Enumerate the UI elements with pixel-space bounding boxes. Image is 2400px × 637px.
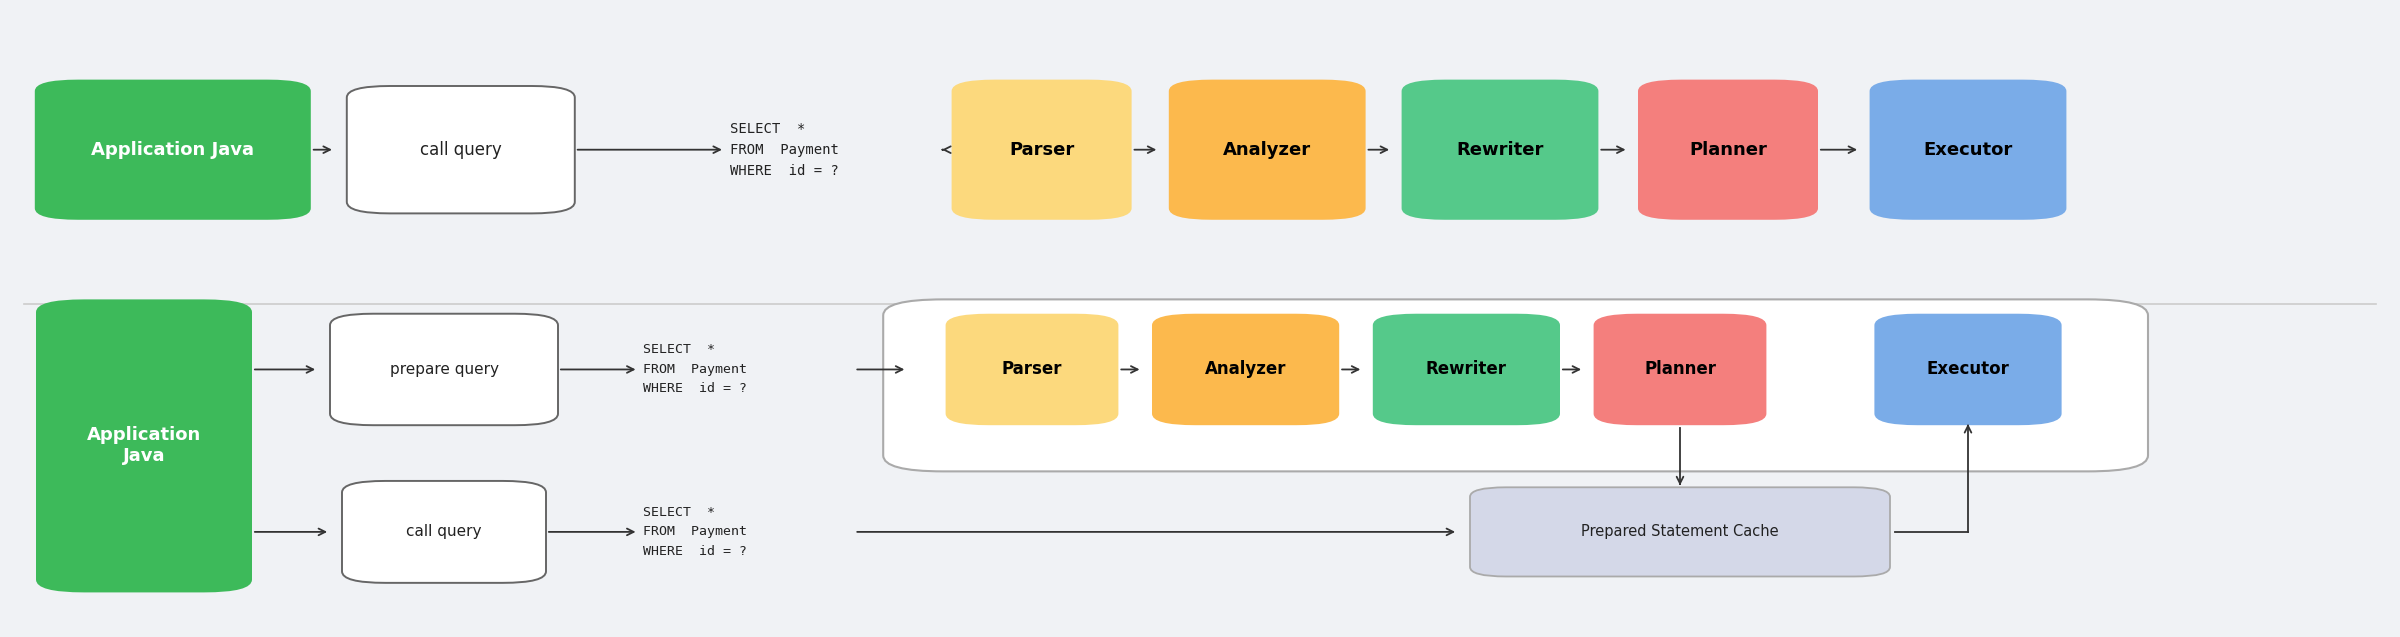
Text: Prepared Statement Cache: Prepared Statement Cache (1582, 524, 1778, 540)
Text: Application Java: Application Java (91, 141, 254, 159)
Text: Rewriter: Rewriter (1457, 141, 1543, 159)
Text: Planner: Planner (1644, 361, 1716, 378)
FancyBboxPatch shape (1402, 80, 1598, 220)
Text: Planner: Planner (1690, 141, 1766, 159)
Text: Rewriter: Rewriter (1426, 361, 1507, 378)
FancyBboxPatch shape (1594, 313, 1766, 426)
FancyBboxPatch shape (331, 313, 557, 426)
FancyBboxPatch shape (1373, 313, 1560, 426)
FancyBboxPatch shape (341, 481, 547, 583)
FancyBboxPatch shape (348, 86, 576, 213)
Text: Application
Java: Application Java (86, 427, 202, 465)
Text: Executor: Executor (1922, 141, 2014, 159)
Text: SELECT  *
FROM  Payment
WHERE  id = ?: SELECT * FROM Payment WHERE id = ? (730, 122, 838, 178)
Text: Analyzer: Analyzer (1205, 361, 1286, 378)
Text: SELECT  *
FROM  Payment
WHERE  id = ?: SELECT * FROM Payment WHERE id = ? (643, 343, 746, 396)
Text: Analyzer: Analyzer (1224, 141, 1310, 159)
FancyBboxPatch shape (1152, 313, 1339, 426)
FancyBboxPatch shape (883, 299, 2148, 471)
Text: Parser: Parser (1001, 361, 1063, 378)
FancyBboxPatch shape (34, 80, 312, 220)
Text: call query: call query (420, 141, 502, 159)
Text: SELECT  *
FROM  Payment
WHERE  id = ?: SELECT * FROM Payment WHERE id = ? (643, 506, 746, 558)
Text: call query: call query (406, 524, 482, 540)
Text: Executor: Executor (1927, 361, 2009, 378)
FancyBboxPatch shape (1637, 80, 1819, 220)
FancyBboxPatch shape (1169, 80, 1366, 220)
FancyBboxPatch shape (36, 299, 252, 592)
FancyBboxPatch shape (1469, 487, 1891, 576)
Text: Parser: Parser (1008, 141, 1075, 159)
FancyBboxPatch shape (950, 80, 1133, 220)
FancyBboxPatch shape (946, 313, 1118, 426)
Text: prepare query: prepare query (389, 362, 499, 377)
FancyBboxPatch shape (1870, 80, 2066, 220)
FancyBboxPatch shape (1874, 313, 2062, 426)
